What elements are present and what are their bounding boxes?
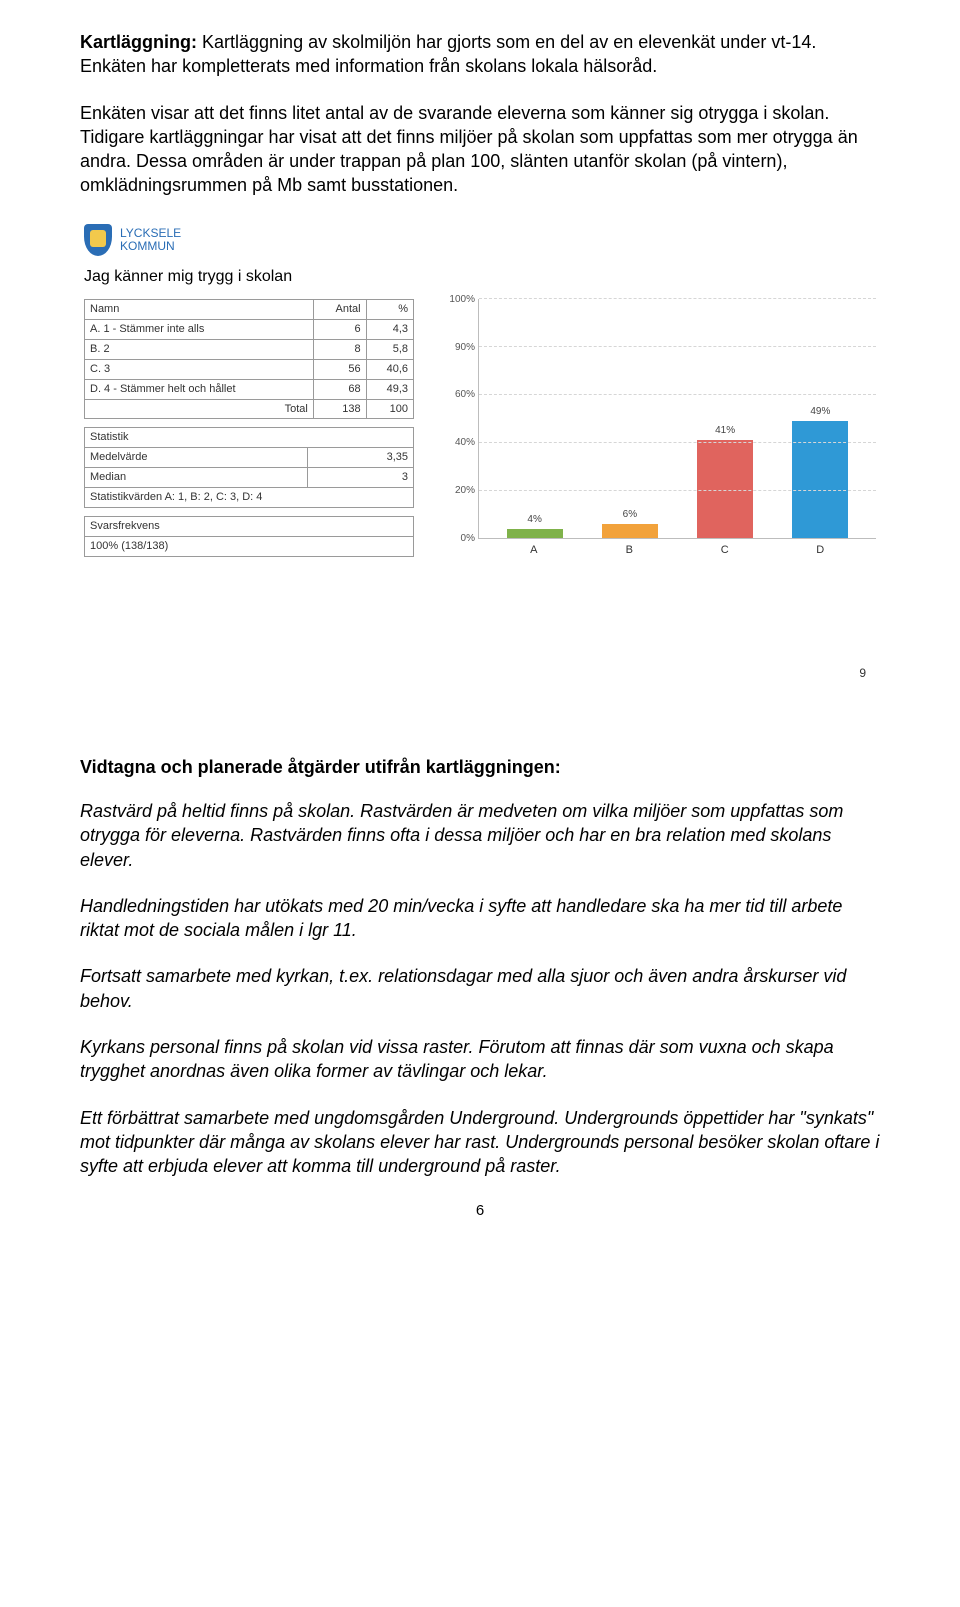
- chart-title: Jag känner mig trygg i skolan: [84, 266, 876, 288]
- bar: 49%: [792, 421, 848, 539]
- response-table: Namn Antal % A. 1 - Stämmer inte alls 6 …: [84, 299, 414, 419]
- kartlaggning-label: Kartläggning:: [80, 32, 197, 52]
- x-axis: A B C D: [478, 543, 876, 558]
- body-p1: Rastvärd på heltid finns på skolan. Rast…: [80, 799, 880, 872]
- freq-header: Svarsfrekvens: [85, 516, 414, 536]
- municipal-logo: LYCKSELE KOMMUN: [84, 224, 876, 256]
- table-row: D. 4 - Stämmer helt och hållet 68 49,3: [85, 379, 414, 399]
- bar-value-label: 49%: [792, 405, 848, 419]
- table-row: B. 2 8 5,8: [85, 340, 414, 360]
- bar: 4%: [507, 529, 563, 539]
- table-total-row: Total 138 100: [85, 399, 414, 419]
- table-row: Statistikvärden A: 1, B: 2, C: 3, D: 4: [85, 487, 414, 507]
- table-row: Medelvärde 3,35: [85, 448, 414, 468]
- chart-row: Namn Antal % A. 1 - Stämmer inte alls 6 …: [84, 299, 876, 564]
- bar-value-label: 41%: [697, 424, 753, 438]
- survey-chart-block: LYCKSELE KOMMUN Jag känner mig trygg i s…: [80, 220, 880, 745]
- intro-para-2: Enkäten visar att det finns litet antal …: [80, 101, 880, 198]
- body-p5: Ett förbättrat samarbete med ungdomsgård…: [80, 1106, 880, 1179]
- y-tick-label: 20%: [443, 484, 475, 498]
- section-heading: Vidtagna och planerade åtgärder utifrån …: [80, 755, 880, 779]
- y-tick-label: 100%: [443, 293, 475, 307]
- y-tick-label: 40%: [443, 436, 475, 450]
- logo-line2: KOMMUN: [120, 240, 181, 253]
- freq-table: Svarsfrekvens 100% (138/138): [84, 516, 414, 557]
- bar: 6%: [602, 524, 658, 538]
- logo-line1: LYCKSELE: [120, 227, 181, 240]
- col-antal: Antal: [313, 300, 366, 320]
- page-number: 6: [80, 1201, 880, 1221]
- y-tick-label: 60%: [443, 388, 475, 402]
- bar-value-label: 4%: [507, 513, 563, 527]
- bars-container: 4% 6% 41% 49%: [479, 299, 876, 538]
- bar-wrap: 4%: [505, 529, 565, 539]
- y-tick-label: 0%: [443, 532, 475, 546]
- bar-wrap: 49%: [790, 421, 850, 539]
- y-tick-label: 90%: [443, 340, 475, 354]
- stats-table: Statistik Medelvärde 3,35 Median 3 Stati…: [84, 427, 414, 507]
- table-row: A. 1 - Stämmer inte alls 6 4,3: [85, 320, 414, 340]
- bar-value-label: 6%: [602, 508, 658, 522]
- table-row: 100% (138/138): [85, 536, 414, 556]
- intro-para-1: Kartläggning: Kartläggning av skolmiljön…: [80, 30, 880, 79]
- grid-line: [479, 346, 876, 347]
- table-row: Median 3: [85, 468, 414, 488]
- shield-icon: [84, 224, 112, 256]
- col-namn: Namn: [85, 300, 314, 320]
- grid-line: [479, 442, 876, 443]
- grid-line: [479, 394, 876, 395]
- grid-line: [479, 490, 876, 491]
- chart-plot-area: 4%6%41%49% 0%20%40%60%90%100%: [478, 299, 876, 539]
- stats-header: Statistik: [85, 428, 414, 448]
- x-tick-label: A: [504, 543, 564, 558]
- x-tick-label: D: [790, 543, 850, 558]
- bar-chart: 4%6%41%49% 0%20%40%60%90%100% ABCD: [442, 299, 876, 558]
- embedded-page-number: 9: [84, 665, 876, 681]
- x-tick-label: C: [695, 543, 755, 558]
- bar-wrap: 6%: [600, 524, 660, 538]
- tables-column: Namn Antal % A. 1 - Stämmer inte alls 6 …: [84, 299, 414, 564]
- body-p2: Handledningstiden har utökats med 20 min…: [80, 894, 880, 943]
- grid-line: [479, 298, 876, 299]
- logo-text: LYCKSELE KOMMUN: [120, 227, 181, 252]
- table-header-row: Namn Antal %: [85, 300, 414, 320]
- body-p4: Kyrkans personal finns på skolan vid vis…: [80, 1035, 880, 1084]
- col-pct: %: [366, 300, 413, 320]
- body-p3: Fortsatt samarbete med kyrkan, t.ex. rel…: [80, 964, 880, 1013]
- table-row: C. 3 56 40,6: [85, 359, 414, 379]
- x-tick-label: B: [599, 543, 659, 558]
